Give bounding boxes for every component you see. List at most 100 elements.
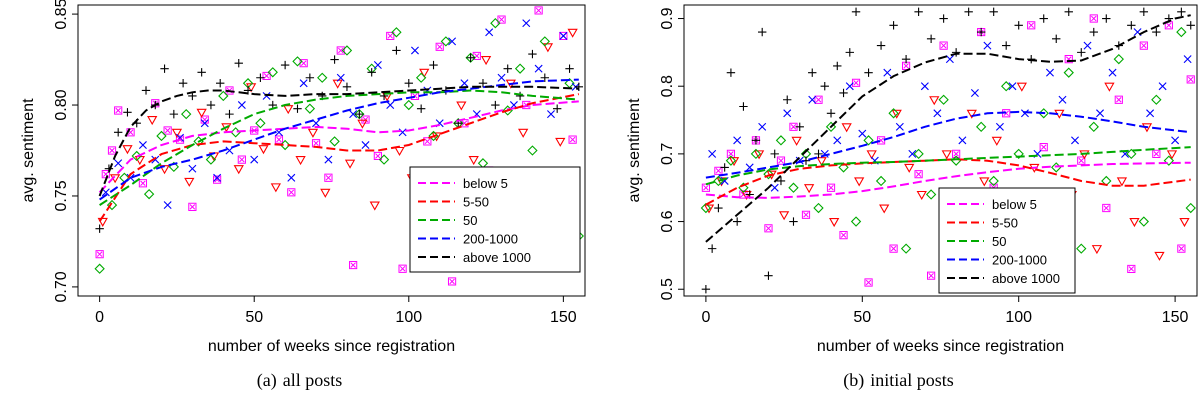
legend-label: 5-50 — [992, 216, 1018, 231]
data-point — [904, 163, 915, 173]
data-point — [733, 136, 742, 145]
data-point — [114, 159, 123, 168]
data-point — [361, 141, 370, 150]
data-point — [808, 95, 817, 104]
data-point — [160, 64, 169, 73]
data-point — [966, 109, 977, 119]
data-point — [262, 91, 271, 100]
data-point — [369, 201, 380, 211]
data-point — [287, 173, 296, 182]
data-point — [287, 188, 296, 197]
data-point — [256, 73, 265, 82]
data-point — [357, 119, 368, 129]
legend: below 5 5-50 50 200-1000 above 1000 — [409, 166, 581, 273]
data-point — [845, 82, 854, 91]
data-point — [1083, 41, 1092, 50]
data-point — [292, 56, 303, 67]
data-point — [1158, 82, 1167, 91]
data-point — [404, 79, 413, 88]
data-point — [741, 190, 752, 201]
y-axis-label: avg. sentiment — [20, 98, 37, 203]
data-point — [991, 136, 1002, 146]
data-point — [1102, 14, 1111, 23]
data-point — [938, 94, 949, 105]
legend-item: 5-50 — [947, 216, 1018, 231]
data-point — [213, 173, 222, 182]
data-point — [311, 139, 321, 148]
legend-item: 50 — [418, 213, 477, 228]
data-point — [1113, 53, 1124, 65]
series-line — [98, 100, 579, 193]
legend-item: 50 — [947, 234, 1006, 249]
data-point — [913, 148, 924, 160]
data-point — [750, 148, 762, 160]
y-tick-label: 0.70 — [53, 271, 70, 302]
data-point — [863, 135, 874, 146]
data-point — [1020, 109, 1029, 118]
data-point — [876, 41, 886, 50]
data-point — [858, 129, 867, 138]
data-point — [565, 64, 574, 73]
data-point — [200, 119, 209, 128]
caption-text: initial posts — [870, 370, 954, 390]
legend-label: 200-1000 — [463, 232, 518, 247]
data-point — [770, 183, 779, 192]
data-point — [344, 159, 356, 169]
data-point — [1001, 41, 1011, 50]
data-point — [951, 48, 961, 57]
data-point — [850, 216, 862, 227]
data-point — [1127, 264, 1136, 274]
data-point — [889, 244, 898, 253]
legend-label: below 5 — [992, 197, 1037, 212]
data-point — [379, 91, 389, 101]
data-point — [1138, 216, 1150, 227]
data-point — [169, 109, 179, 119]
data-point — [539, 36, 550, 47]
data-point — [1038, 108, 1049, 119]
data-point — [456, 101, 467, 111]
data-point — [895, 122, 904, 131]
x-tick-label: 50 — [245, 309, 263, 326]
series-line — [98, 93, 579, 222]
data-point — [788, 182, 799, 193]
data-point — [123, 108, 132, 117]
legend-item: 200-1000 — [947, 253, 1047, 268]
data-point — [373, 151, 382, 161]
data-point — [789, 217, 798, 226]
data-point — [336, 46, 345, 55]
data-point — [775, 135, 787, 146]
data-point — [726, 68, 736, 77]
chart-initial-posts: 0 50 100 150 0.5 0.6 0.7 0.8 0.9 number of weeks … — [626, 4, 1198, 355]
data-point — [920, 82, 929, 91]
data-point — [255, 118, 266, 129]
data-point — [1058, 95, 1067, 104]
legend-label: below 5 — [463, 176, 508, 191]
data-point — [447, 277, 457, 286]
data-point — [107, 146, 117, 155]
legend-label: above 1000 — [992, 271, 1060, 286]
y-tick-label: 0.8 — [659, 75, 676, 97]
data-point — [95, 224, 104, 233]
series-line — [99, 89, 579, 206]
data-point — [945, 55, 954, 64]
data-point — [317, 72, 328, 83]
data-point — [758, 27, 767, 37]
data-point — [429, 60, 438, 70]
data-point — [478, 79, 488, 88]
data-point — [1102, 203, 1111, 213]
data-point — [891, 109, 902, 119]
data-point — [988, 175, 999, 187]
data-point — [1152, 27, 1161, 37]
data-point — [1116, 177, 1128, 187]
data-point — [403, 99, 414, 111]
data-point — [732, 217, 742, 226]
x-tick-label: 150 — [1162, 309, 1189, 326]
data-point — [939, 41, 948, 50]
data-point — [490, 18, 501, 29]
data-point — [888, 108, 899, 119]
data-point — [1114, 95, 1123, 104]
data-point — [1163, 155, 1175, 166]
data-point — [514, 63, 526, 74]
data-point — [138, 179, 148, 188]
data-point — [178, 79, 188, 88]
